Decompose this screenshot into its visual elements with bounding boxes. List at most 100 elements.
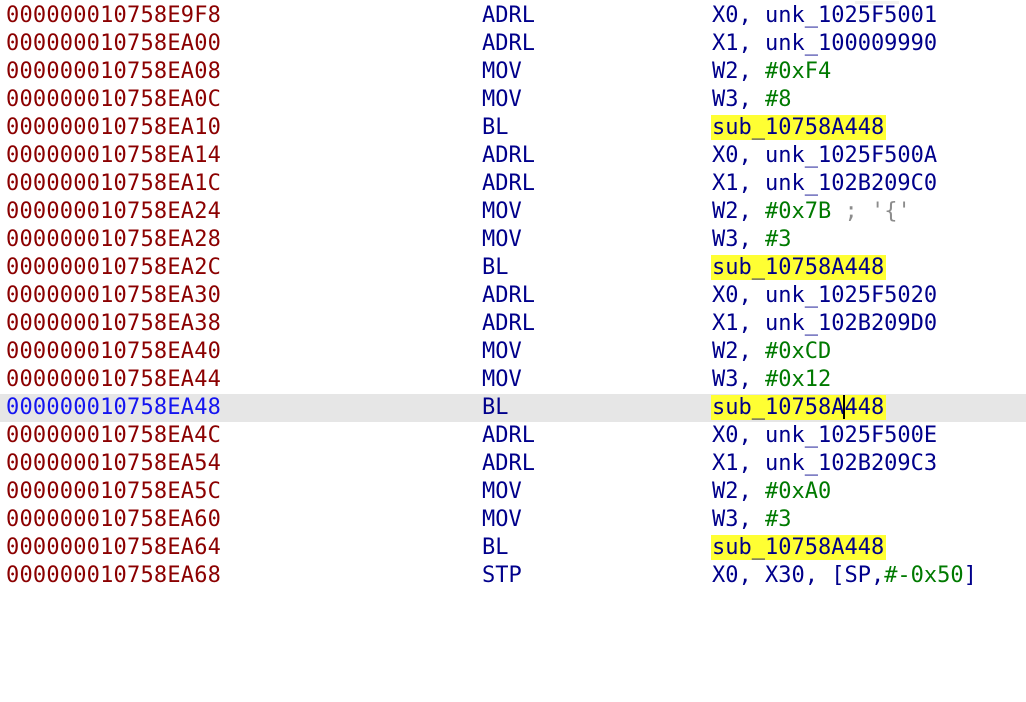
mnemonic[interactable]: ADRL xyxy=(482,451,535,476)
listing-row-current[interactable]: 000000010758EA48 BL sub_10758A448 xyxy=(0,394,1026,422)
operands[interactable]: X0, unk_1025F500E xyxy=(712,422,937,450)
address[interactable]: 000000010758EA54 xyxy=(6,451,222,476)
listing-row[interactable]: 000000010758EA08 MOV W2, #0xF4 xyxy=(0,58,1026,86)
operand-text[interactable]: W3, xyxy=(712,367,765,392)
listing-row[interactable]: 000000010758EA5C MOV W2, #0xA0 xyxy=(0,478,1026,506)
mnemonic[interactable]: BL xyxy=(482,395,509,420)
operands[interactable]: W2, #0xF4 xyxy=(712,58,831,86)
mnemonic[interactable]: MOV xyxy=(482,339,522,364)
address[interactable]: 000000010758EA5C xyxy=(6,479,222,504)
mnemonic[interactable]: ADRL xyxy=(482,31,535,56)
mnemonic[interactable]: MOV xyxy=(482,87,522,112)
operands[interactable]: X0, unk_1025F500A xyxy=(712,142,937,170)
listing-row[interactable]: 000000010758EA54 ADRL X1, unk_102B209C3 xyxy=(0,450,1026,478)
operand-text[interactable]: X1, unk_102B209C0 xyxy=(712,171,938,196)
address[interactable]: 000000010758EA64 xyxy=(6,535,222,560)
address[interactable]: 000000010758E9F8 xyxy=(6,3,222,28)
function-name-highlighted[interactable]: sub_10758A448 xyxy=(711,255,887,280)
mnemonic[interactable]: MOV xyxy=(482,367,522,392)
operands[interactable]: W3, #3 xyxy=(712,506,791,534)
operand-text[interactable]: X0, unk_1025F5001 xyxy=(712,3,938,28)
listing-row[interactable]: 000000010758EA60 MOV W3, #3 xyxy=(0,506,1026,534)
address[interactable]: 000000010758EA1C xyxy=(6,171,222,196)
mnemonic[interactable]: BL xyxy=(482,115,509,140)
listing-row[interactable]: 000000010758EA40 MOV W2, #0xCD xyxy=(0,338,1026,366)
listing-row[interactable]: 000000010758EA10 BL sub_10758A448 xyxy=(0,114,1026,142)
address[interactable]: 000000010758EA08 xyxy=(6,59,222,84)
mnemonic[interactable]: MOV xyxy=(482,479,522,504)
operands[interactable]: X0, unk_1025F5020 xyxy=(712,282,937,310)
mnemonic[interactable]: ADRL xyxy=(482,311,535,336)
mnemonic[interactable]: MOV xyxy=(482,507,522,532)
address[interactable]: 000000010758EA38 xyxy=(6,311,222,336)
operand-text[interactable]: W3, xyxy=(712,227,765,252)
operand-text[interactable]: W2, xyxy=(712,199,765,224)
listing-row[interactable]: 000000010758EA14 ADRL X0, unk_1025F500A xyxy=(0,142,1026,170)
mnemonic[interactable]: ADRL xyxy=(482,3,535,28)
listing-row[interactable]: 000000010758EA64 BL sub_10758A448 xyxy=(0,534,1026,562)
mnemonic[interactable]: MOV xyxy=(482,227,522,252)
operand-text[interactable]: W2, xyxy=(712,59,765,84)
operand-text[interactable]: X0, unk_1025F5020 xyxy=(712,283,938,308)
address[interactable]: 000000010758EA10 xyxy=(6,115,222,140)
listing-row[interactable]: 000000010758EA44 MOV W3, #0x12 xyxy=(0,366,1026,394)
operand-text[interactable]: X1, unk_102B209D0 xyxy=(712,311,938,336)
operands[interactable]: sub_10758A448 xyxy=(711,394,887,422)
listing-row[interactable]: 000000010758EA0C MOV W3, #8 xyxy=(0,86,1026,114)
operand-text[interactable]: X0, unk_1025F500A xyxy=(712,143,938,168)
function-name-highlighted[interactable]: sub_10758A448 xyxy=(711,535,887,560)
immediate-value[interactable]: #3 xyxy=(764,507,792,532)
operands[interactable]: W2, #0x7B ; '{' xyxy=(712,198,911,226)
listing-row[interactable]: 000000010758EA1C ADRL X1, unk_102B209C0 xyxy=(0,170,1026,198)
immediate-value[interactable]: #0x12 xyxy=(764,367,832,392)
mnemonic[interactable]: ADRL xyxy=(482,143,535,168)
operand-text[interactable]: X0, unk_1025F500E xyxy=(712,423,938,448)
operands[interactable]: W3, #3 xyxy=(712,226,791,254)
address[interactable]: 000000010758EA60 xyxy=(6,507,222,532)
mnemonic[interactable]: BL xyxy=(482,255,509,280)
immediate-value[interactable]: #0xCD xyxy=(764,339,832,364)
operand-text[interactable]: W2, xyxy=(712,479,765,504)
address[interactable]: 000000010758EA2C xyxy=(6,255,222,280)
listing-row[interactable]: 000000010758EA28 MOV W3, #3 xyxy=(0,226,1026,254)
address[interactable]: 000000010758EA68 xyxy=(6,563,222,588)
operand-text[interactable]: W3, xyxy=(712,87,765,112)
address[interactable]: 000000010758EA40 xyxy=(6,339,222,364)
operands[interactable]: W3, #8 xyxy=(712,86,791,114)
mnemonic[interactable]: MOV xyxy=(482,59,522,84)
address[interactable]: 000000010758EA30 xyxy=(6,283,222,308)
listing-row[interactable]: 000000010758EA24 MOV W2, #0x7B ; '{' xyxy=(0,198,1026,226)
mnemonic[interactable]: ADRL xyxy=(482,171,535,196)
listing-row[interactable]: 000000010758EA38 ADRL X1, unk_102B209D0 xyxy=(0,310,1026,338)
operands[interactable]: X1, unk_100009990 xyxy=(712,30,937,58)
listing-row[interactable]: 000000010758EA30 ADRL X0, unk_1025F5020 xyxy=(0,282,1026,310)
immediate-value[interactable]: #8 xyxy=(764,87,792,112)
immediate-value[interactable]: #0xF4 xyxy=(764,59,832,84)
operand-text[interactable]: W2, xyxy=(712,339,765,364)
operands[interactable]: W3, #0x12 xyxy=(712,366,831,394)
operands[interactable]: W2, #0xCD xyxy=(712,338,831,366)
operand-text[interactable]: X1, unk_102B209C3 xyxy=(712,451,938,476)
operand-text[interactable]: W3, xyxy=(712,507,765,532)
immediate-value[interactable]: #0xA0 xyxy=(764,479,832,504)
operands[interactable]: X0, unk_1025F5001 xyxy=(712,2,937,30)
function-name-highlighted[interactable]: sub_10758A448 xyxy=(711,115,887,140)
address[interactable]: 000000010758EA0C xyxy=(6,87,222,112)
address[interactable]: 000000010758EA00 xyxy=(6,31,222,56)
mnemonic[interactable]: ADRL xyxy=(482,423,535,448)
immediate-value[interactable]: #0x7B xyxy=(764,199,832,224)
mnemonic[interactable]: ADRL xyxy=(482,283,535,308)
listing-row[interactable]: 000000010758EA00 ADRL X1, unk_100009990 xyxy=(0,30,1026,58)
operands[interactable]: sub_10758A448 xyxy=(711,534,887,562)
listing-row[interactable]: 000000010758EA68 STP X0, X30, [SP,#-0x50… xyxy=(0,562,1026,590)
mnemonic[interactable]: STP xyxy=(482,563,522,588)
operand-text[interactable]: X1, unk_100009990 xyxy=(712,31,938,56)
mnemonic[interactable]: MOV xyxy=(482,199,522,224)
listing-row[interactable]: 000000010758E9F8 ADRL X0, unk_1025F5001 xyxy=(0,2,1026,30)
listing-row[interactable]: 000000010758EA4C ADRL X0, unk_1025F500E xyxy=(0,422,1026,450)
address[interactable]: 000000010758EA44 xyxy=(6,367,222,392)
operand-text[interactable]: X0, X30, [SP, xyxy=(712,563,885,588)
function-name-part[interactable]: sub_10758A xyxy=(712,395,845,420)
operands[interactable]: W2, #0xA0 xyxy=(712,478,831,506)
mnemonic[interactable]: BL xyxy=(482,535,509,560)
